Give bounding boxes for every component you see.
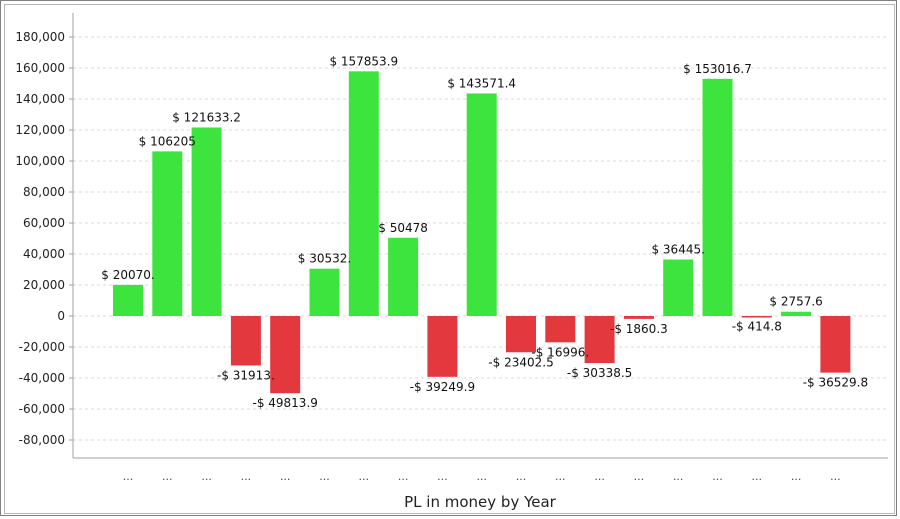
bar-data-label: -$ 414.8 bbox=[732, 320, 782, 334]
chart-panel bbox=[4, 4, 895, 514]
bar-data-label: $ 2757.6 bbox=[769, 295, 822, 309]
x-category-label: ... bbox=[830, 470, 841, 483]
y-tick-label: -80,000 bbox=[19, 433, 65, 447]
bar[interactable] bbox=[348, 71, 379, 317]
bar[interactable] bbox=[702, 78, 733, 316]
bar[interactable] bbox=[741, 316, 772, 318]
y-tick-label: 140,000 bbox=[15, 92, 65, 106]
y-tick-label: 120,000 bbox=[15, 123, 65, 137]
bar[interactable] bbox=[388, 237, 419, 316]
bar[interactable] bbox=[623, 316, 654, 319]
bar-data-label: $ 143571.4 bbox=[447, 76, 516, 90]
bar[interactable] bbox=[309, 268, 340, 316]
bar[interactable] bbox=[113, 284, 143, 316]
bar-data-label: -$ 31913. bbox=[217, 368, 275, 382]
bar[interactable] bbox=[270, 316, 301, 394]
bar[interactable] bbox=[584, 316, 615, 364]
bar[interactable] bbox=[663, 259, 694, 316]
y-tick-label: 0 bbox=[57, 309, 65, 323]
x-axis-title: PL in money by Year bbox=[404, 493, 557, 511]
y-tick-label: -20,000 bbox=[19, 340, 65, 354]
bar[interactable] bbox=[466, 93, 497, 317]
x-category-label: ... bbox=[201, 470, 212, 483]
x-category-label: ... bbox=[241, 470, 252, 483]
bar-data-label: -$ 30338.5 bbox=[567, 366, 632, 380]
y-tick-label: 160,000 bbox=[15, 61, 65, 75]
bar-data-label: -$ 49813.9 bbox=[252, 396, 317, 410]
bar-data-label: $ 30532. bbox=[298, 252, 351, 266]
bar-data-label: -$ 36529.8 bbox=[803, 376, 868, 390]
data-labels: $ 20070. $ 106205 $ 121633.2 -$ 31913. -$ 49… bbox=[101, 54, 868, 410]
x-category-label: ... bbox=[752, 470, 763, 483]
y-tick-label: 180,000 bbox=[15, 30, 65, 44]
bar[interactable] bbox=[427, 316, 458, 377]
x-category-label: ... bbox=[555, 470, 566, 483]
x-category-label: ... bbox=[162, 470, 173, 483]
x-category-label: ... bbox=[280, 470, 291, 483]
y-tick-label: 100,000 bbox=[15, 154, 65, 168]
bar[interactable] bbox=[152, 151, 183, 316]
y-tick-label: -60,000 bbox=[19, 402, 65, 416]
x-category-label: ... bbox=[594, 470, 605, 483]
x-category-label: ... bbox=[791, 470, 802, 483]
y-axis-ticks: 180,000 160,000 140,000 120,000 100,000 80,00… bbox=[15, 30, 73, 447]
bar-data-label: $ 157853.9 bbox=[329, 54, 398, 68]
x-category-label: ... bbox=[476, 470, 487, 483]
bar-data-label: $ 106205 bbox=[139, 134, 196, 148]
y-tick-label: -40,000 bbox=[19, 371, 65, 385]
y-tick-label: 60,000 bbox=[23, 216, 65, 230]
x-category-label: ... bbox=[516, 470, 527, 483]
bars bbox=[113, 71, 851, 394]
x-category-label: ... bbox=[319, 470, 330, 483]
x-category-label: ... bbox=[123, 470, 134, 483]
bar-data-label: $ 153016.7 bbox=[683, 62, 752, 76]
x-category-label: ... bbox=[673, 470, 684, 483]
bar-data-label: -$ 39249.9 bbox=[410, 380, 475, 394]
bar[interactable] bbox=[506, 316, 536, 353]
x-axis-categories: ........................................… bbox=[123, 470, 841, 483]
bar[interactable] bbox=[191, 127, 222, 316]
y-tick-label: 40,000 bbox=[23, 247, 65, 261]
x-category-label: ... bbox=[437, 470, 448, 483]
x-category-label: ... bbox=[359, 470, 370, 483]
bar[interactable] bbox=[230, 316, 261, 366]
bar-data-label: -$ 16996. bbox=[531, 345, 589, 359]
x-category-label: ... bbox=[398, 470, 409, 483]
bar-data-label: $ 20070. bbox=[101, 268, 154, 282]
y-tick-label: 80,000 bbox=[23, 185, 65, 199]
y-tick-label: 20,000 bbox=[23, 278, 65, 292]
bar-data-label: -$ 1860.3 bbox=[610, 322, 668, 336]
bar[interactable] bbox=[781, 311, 812, 316]
bar[interactable] bbox=[820, 316, 851, 373]
bar-data-label: $ 36445. bbox=[651, 243, 704, 257]
bar-data-label: $ 50478 bbox=[378, 221, 428, 235]
bar-data-label: $ 121633.2 bbox=[172, 110, 241, 124]
x-category-label: ... bbox=[634, 470, 645, 483]
bar-data-label: -$ 23402.5 bbox=[488, 355, 553, 369]
x-category-label: ... bbox=[712, 470, 723, 483]
bar[interactable] bbox=[545, 316, 576, 343]
